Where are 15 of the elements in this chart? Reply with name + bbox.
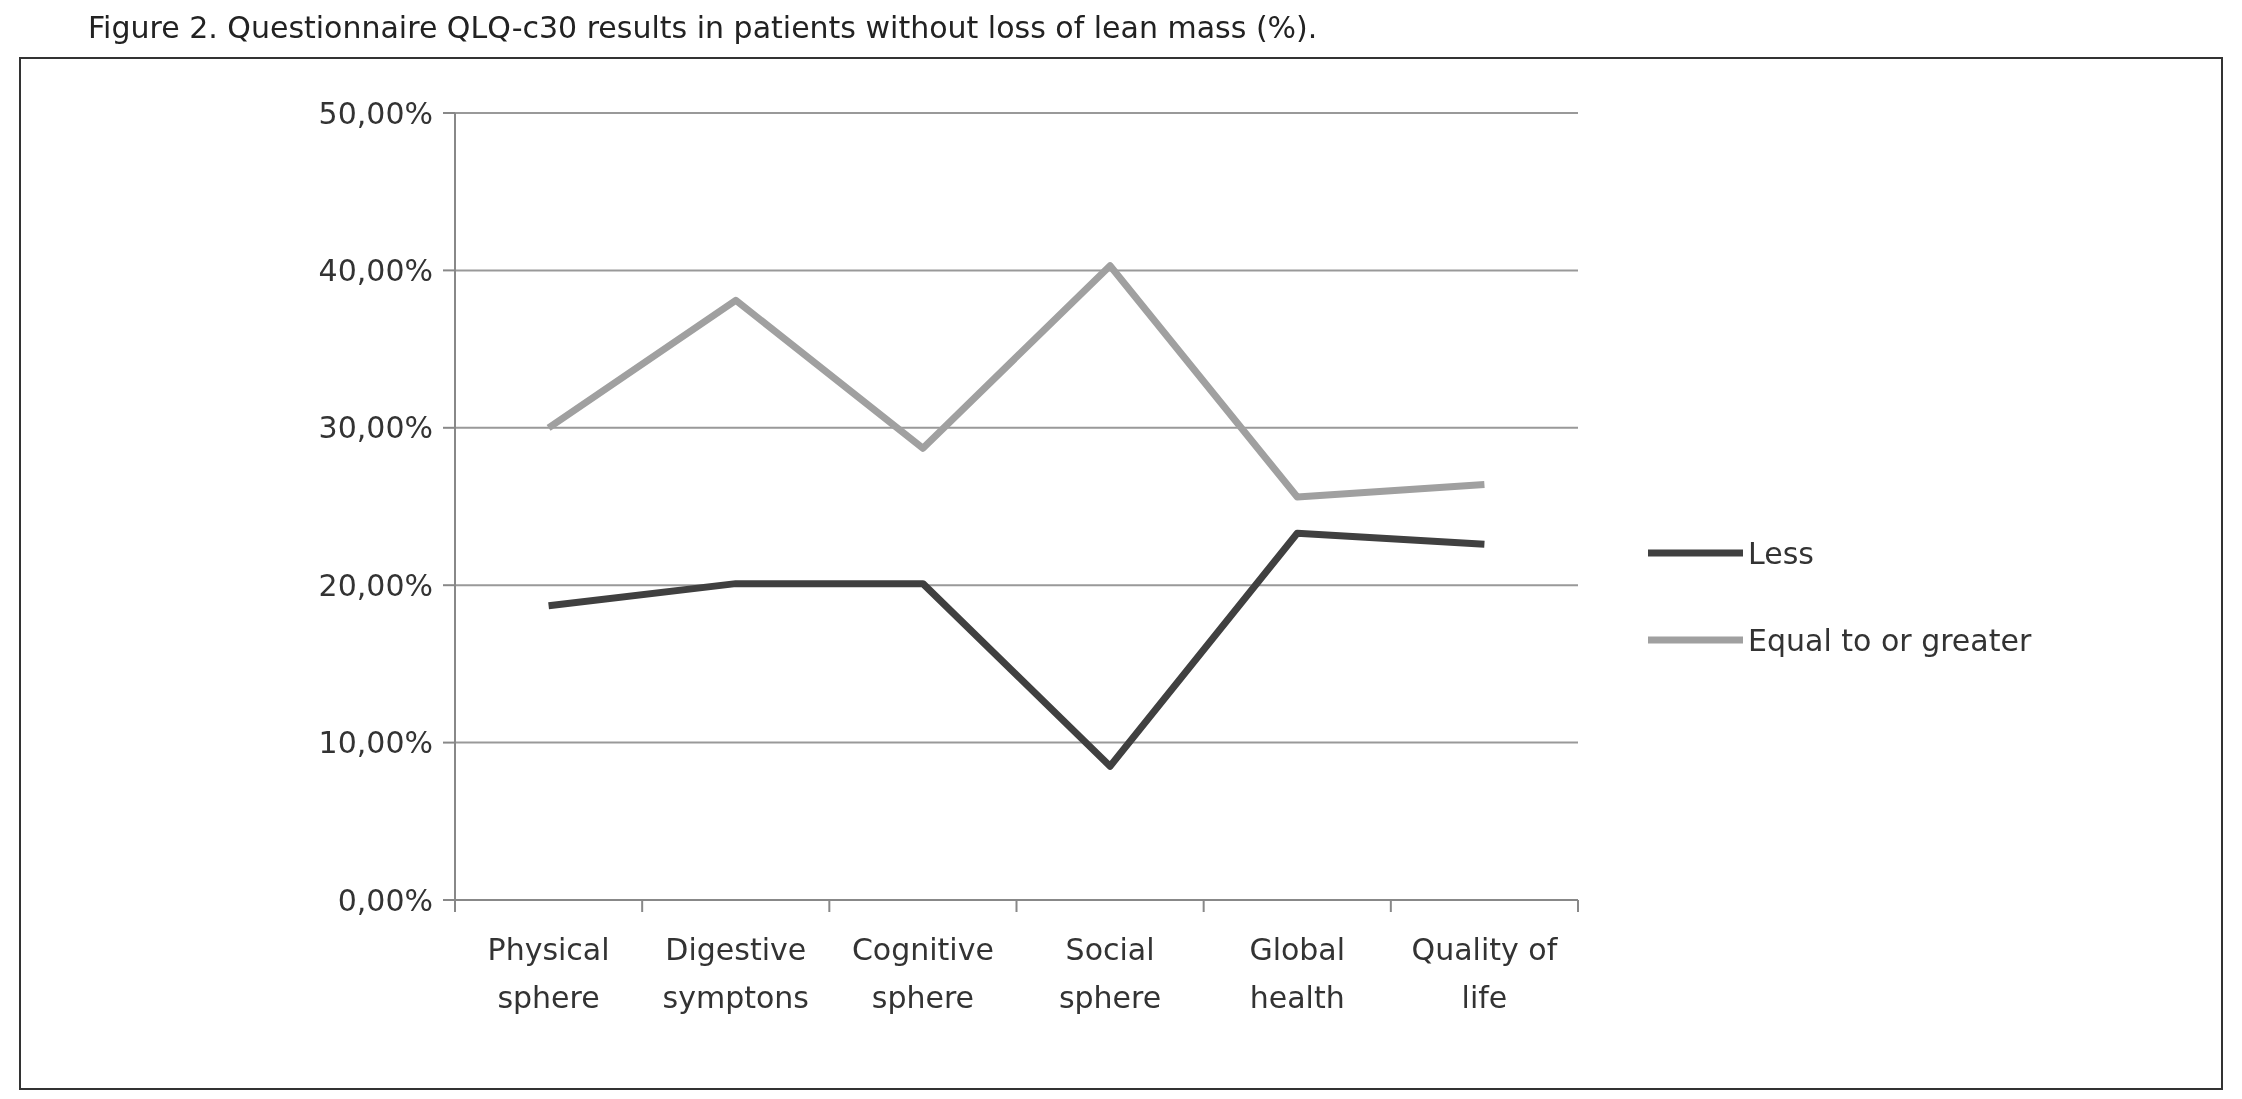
chart-title: Figure 2. Questionnaire QLQ-c30 results in patients without loss of lean mass (%). — [88, 10, 1318, 45]
legend-label: Less — [1748, 535, 1814, 571]
y-tick-label: 30,00% — [318, 410, 433, 446]
y-tick-label: 20,00% — [318, 567, 433, 603]
y-tick-label: 0,00% — [337, 882, 433, 918]
x-tick-label: Physical sphere — [487, 932, 610, 1015]
x-tick-label: Digestive symptons — [662, 932, 809, 1015]
x-tick-label: Cognitive sphere — [851, 932, 994, 1015]
x-tick-label: Global health — [1249, 932, 1346, 1015]
x-tick-label: Quality of life — [1411, 932, 1559, 1015]
y-tick-label: 10,00% — [318, 725, 433, 761]
y-tick-label: 50,00% — [318, 95, 433, 131]
legend-label: Equal to or greater — [1748, 622, 2032, 658]
x-tick-label: Social sphere — [1058, 932, 1162, 1015]
y-tick-label: 40,00% — [318, 252, 433, 288]
